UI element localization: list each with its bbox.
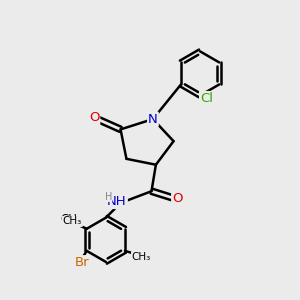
Text: N: N: [148, 112, 158, 126]
Text: NH: NH: [107, 195, 127, 208]
Text: H: H: [104, 191, 112, 202]
Text: O: O: [89, 111, 99, 124]
Text: CH₃: CH₃: [60, 213, 82, 226]
Text: CH₃: CH₃: [131, 252, 151, 262]
Text: Cl: Cl: [200, 92, 213, 105]
Text: CH₃: CH₃: [62, 216, 82, 226]
Text: Br: Br: [75, 256, 90, 269]
Text: O: O: [172, 192, 183, 205]
